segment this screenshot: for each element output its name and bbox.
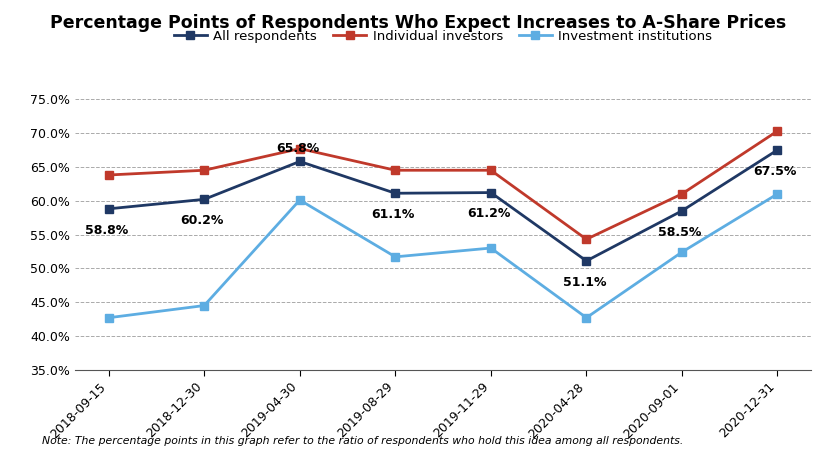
All respondents bbox=[390, 191, 400, 196]
Investment institutions bbox=[486, 245, 496, 251]
Individual investors bbox=[486, 167, 496, 173]
Text: Note: The percentage points in this graph refer to the ratio of respondents who : Note: The percentage points in this grap… bbox=[42, 437, 683, 446]
All respondents bbox=[486, 190, 496, 195]
All respondents bbox=[677, 208, 687, 214]
Text: 67.5%: 67.5% bbox=[753, 165, 797, 178]
Text: Percentage Points of Respondents Who Expect Increases to A-Share Prices: Percentage Points of Respondents Who Exp… bbox=[50, 14, 786, 32]
Individual investors bbox=[104, 172, 114, 178]
Individual investors bbox=[295, 146, 305, 151]
Investment institutions bbox=[104, 315, 114, 321]
All respondents bbox=[295, 159, 305, 164]
Text: 61.2%: 61.2% bbox=[467, 207, 510, 221]
Individual investors bbox=[581, 236, 591, 242]
Text: 61.1%: 61.1% bbox=[371, 208, 415, 221]
Line: Individual investors: Individual investors bbox=[104, 127, 782, 244]
Investment institutions bbox=[581, 315, 591, 321]
Investment institutions bbox=[390, 254, 400, 260]
Text: 65.8%: 65.8% bbox=[276, 142, 319, 155]
Investment institutions bbox=[677, 249, 687, 255]
Legend: All respondents, Individual investors, Investment institutions: All respondents, Individual investors, I… bbox=[169, 25, 717, 48]
All respondents bbox=[199, 197, 209, 202]
Line: All respondents: All respondents bbox=[104, 146, 782, 265]
Individual investors bbox=[772, 129, 782, 134]
Text: 58.8%: 58.8% bbox=[84, 224, 128, 237]
All respondents bbox=[772, 147, 782, 152]
Investment institutions bbox=[199, 303, 209, 308]
All respondents bbox=[581, 258, 591, 263]
Text: 60.2%: 60.2% bbox=[181, 214, 224, 227]
Individual investors bbox=[390, 167, 400, 173]
Line: Investment institutions: Investment institutions bbox=[104, 190, 782, 322]
Individual investors bbox=[677, 191, 687, 197]
Individual investors bbox=[199, 167, 209, 173]
Investment institutions bbox=[772, 191, 782, 197]
Text: 51.1%: 51.1% bbox=[563, 276, 606, 289]
All respondents bbox=[104, 206, 114, 212]
Investment institutions bbox=[295, 198, 305, 203]
Text: 58.5%: 58.5% bbox=[658, 226, 701, 239]
